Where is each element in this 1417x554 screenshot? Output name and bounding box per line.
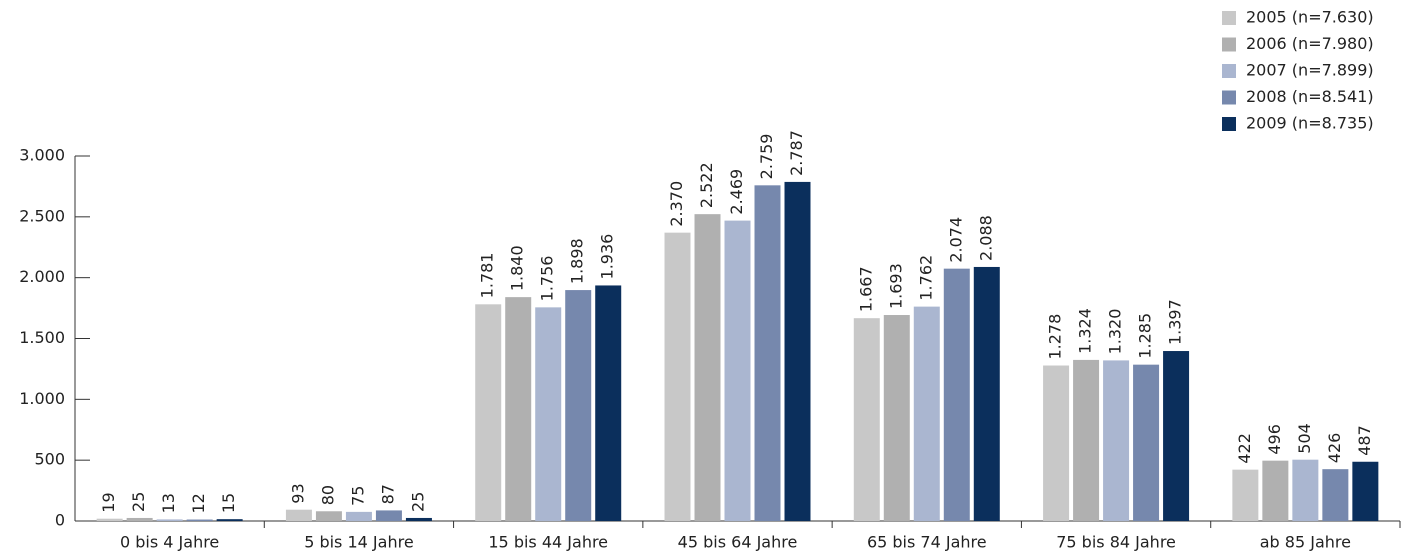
bar (1043, 365, 1070, 521)
value-label: 2.759 (757, 134, 776, 180)
legend-swatch (1222, 90, 1236, 105)
value-label: 2.469 (727, 169, 746, 215)
bar (1103, 360, 1130, 521)
value-label: 1.756 (538, 256, 557, 302)
bar (156, 519, 183, 521)
value-label: 25 (408, 492, 427, 512)
value-label: 2.088 (976, 215, 995, 261)
legend-swatch (1222, 117, 1236, 131)
value-label: 1.762 (916, 255, 935, 301)
y-tick-label: 0 (55, 511, 65, 530)
bar (1133, 364, 1160, 521)
value-label: 1.781 (478, 252, 497, 298)
legend-swatch (1222, 11, 1236, 25)
legend-swatch (1222, 64, 1236, 78)
bar (345, 511, 372, 521)
bar (1292, 459, 1319, 521)
value-label: 2.370 (667, 181, 686, 227)
bar (186, 519, 213, 521)
bar (1232, 469, 1259, 521)
bar (126, 517, 153, 521)
value-label: 1.397 (1166, 299, 1185, 345)
value-label: 1.936 (598, 234, 617, 280)
bar (943, 268, 970, 521)
bar (375, 510, 402, 521)
bar (475, 304, 502, 521)
legend-swatch (1222, 37, 1236, 52)
y-tick-label: 2.500 (19, 206, 65, 225)
bar (664, 232, 691, 521)
value-label: 13 (159, 493, 178, 513)
value-label: 2.787 (787, 130, 806, 176)
bar (1352, 461, 1379, 521)
x-tick-label: ab 85 Jahre (1260, 533, 1351, 552)
value-label: 1.324 (1076, 308, 1095, 354)
bar (216, 519, 243, 521)
y-tick-label: 1.500 (19, 328, 65, 347)
value-label: 2.522 (697, 162, 716, 208)
value-label: 93 (288, 483, 307, 503)
value-label: 504 (1295, 423, 1314, 454)
bar (754, 185, 781, 522)
value-label: 2.074 (946, 217, 965, 263)
value-label: 1.693 (886, 263, 905, 309)
x-tick-label: 5 bis 14 Jahre (304, 533, 413, 552)
value-label: 496 (1265, 424, 1284, 455)
x-tick-label: 15 bis 44 Jahre (488, 533, 608, 552)
x-tick-label: 45 bis 64 Jahre (678, 533, 798, 552)
bar (505, 297, 532, 521)
bar (784, 181, 811, 522)
bar (405, 517, 432, 521)
bar (96, 518, 123, 521)
bar (883, 315, 910, 521)
value-label: 12 (189, 493, 208, 513)
value-label: 1.840 (508, 245, 527, 291)
bar (285, 509, 312, 521)
bar (535, 307, 562, 521)
x-tick-label: 75 bis 84 Jahre (1056, 533, 1176, 552)
value-label: 1.320 (1106, 309, 1125, 355)
bar (315, 511, 342, 521)
bar (913, 306, 940, 521)
value-label: 426 (1325, 433, 1344, 464)
bar (694, 214, 721, 521)
legend-label: 2005 (n=7.630) (1246, 8, 1374, 27)
bar (1073, 359, 1100, 521)
legend-label: 2007 (n=7.899) (1246, 61, 1374, 80)
bar (1322, 469, 1349, 521)
bar (1262, 460, 1289, 521)
bar (565, 290, 592, 521)
value-label: 80 (318, 485, 337, 505)
bar (853, 318, 880, 521)
y-tick-label: 3.000 (19, 146, 65, 165)
bar (724, 220, 751, 522)
x-tick-label: 0 bis 4 Jahre (120, 533, 219, 552)
legend-label: 2008 (n=8.541) (1246, 87, 1374, 106)
value-label: 75 (348, 486, 367, 506)
value-label: 1.285 (1136, 313, 1155, 359)
x-tick-label: 65 bis 74 Jahre (867, 533, 987, 552)
y-tick-label: 500 (34, 450, 65, 469)
y-tick-label: 1.000 (19, 389, 65, 408)
value-label: 487 (1355, 425, 1374, 456)
value-label: 25 (129, 492, 148, 512)
legend-label: 2006 (n=7.980) (1246, 34, 1374, 53)
y-tick-label: 2.000 (19, 267, 65, 286)
value-label: 87 (378, 484, 397, 504)
value-label: 1.667 (856, 266, 875, 312)
bar (973, 266, 1000, 521)
value-label: 19 (99, 492, 118, 512)
value-label: 422 (1235, 433, 1254, 464)
bar (595, 285, 622, 521)
bar (1163, 351, 1190, 521)
value-label: 1.278 (1046, 314, 1065, 360)
legend-label: 2009 (n=8.735) (1246, 114, 1374, 133)
value-label: 15 (219, 493, 238, 513)
value-label: 1.898 (568, 238, 587, 284)
